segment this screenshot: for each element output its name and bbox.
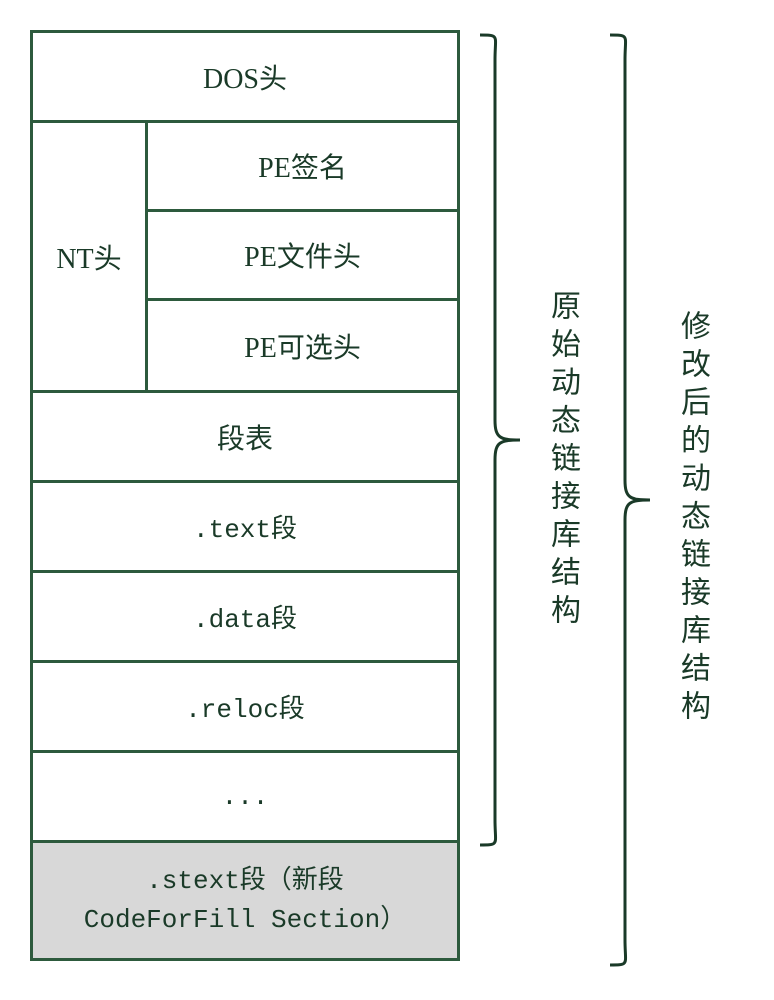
- pe-table: DOS头 NT头 PE签名 PE文件头 PE可选头 段表 .text段 .dat…: [30, 30, 460, 961]
- section-table-row: 段表: [33, 393, 457, 483]
- text-section-text: .text段: [193, 508, 297, 545]
- inner-brace-icon: [470, 30, 530, 850]
- outer-brace-label: 修改后的动态链接库结构: [670, 310, 714, 728]
- data-section-row: .data段: [33, 573, 457, 663]
- data-section-label: .data段: [33, 573, 457, 660]
- outer-brace-icon: [600, 30, 660, 970]
- stext-line2: CodeForFill Section）: [84, 901, 406, 940]
- dos-header-label: DOS头: [33, 33, 457, 120]
- reloc-section-label: .reloc段: [33, 663, 457, 750]
- nt-header-row: NT头 PE签名 PE文件头 PE可选头: [33, 123, 457, 393]
- text-section-label: .text段: [33, 483, 457, 570]
- text-section-row: .text段: [33, 483, 457, 573]
- nt-sub-container: PE签名 PE文件头 PE可选头: [148, 123, 457, 390]
- inner-brace-label: 原始动态链接库结构: [540, 290, 584, 632]
- dos-header-row: DOS头: [33, 33, 457, 123]
- stext-section-row: .stext段（新段 CodeForFill Section）: [33, 843, 457, 958]
- pe-signature-label: PE签名: [148, 123, 457, 212]
- pe-optional-header-label: PE可选头: [148, 301, 457, 390]
- ellipsis-row: ...: [33, 753, 457, 843]
- ellipsis-label: ...: [33, 753, 457, 840]
- ellipsis-text: ...: [222, 782, 269, 812]
- nt-header-label: NT头: [33, 123, 148, 390]
- data-section-text: .data段: [193, 598, 297, 635]
- reloc-section-row: .reloc段: [33, 663, 457, 753]
- stext-line1: .stext段（新段: [146, 862, 344, 901]
- reloc-section-text: .reloc段: [185, 688, 305, 725]
- section-table-label: 段表: [33, 393, 457, 480]
- pe-file-header-label: PE文件头: [148, 212, 457, 301]
- pe-structure-diagram: DOS头 NT头 PE签名 PE文件头 PE可选头 段表 .text段 .dat…: [30, 30, 460, 961]
